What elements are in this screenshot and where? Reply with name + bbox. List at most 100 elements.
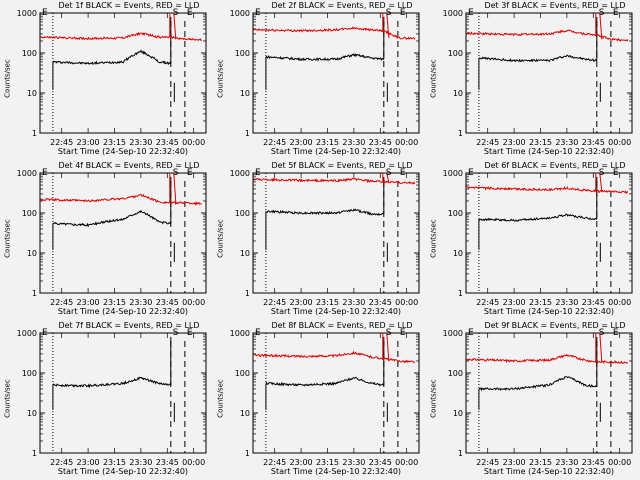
x-tick-label: 23:45 [581,298,605,307]
start-marker-label: S [598,168,605,178]
x-tick-label: 22:45 [50,298,74,307]
x-tick-label: 22:45 [50,458,74,467]
plot-frame [39,172,207,294]
events-series-line [265,52,384,62]
y-tick-label: 100 [447,369,463,378]
x-tick-label: 23:45 [581,458,605,467]
lld-flare-decay [386,172,390,183]
lld-series-line [253,350,416,364]
lld-series-line [466,186,629,194]
y-tick-label: 100 [234,209,250,218]
x-tick-label: 23:45 [155,458,179,467]
x-tick-label: 00:00 [182,298,206,307]
lld-flare-decay [599,12,603,40]
x-tick-label: 22:45 [476,138,500,147]
y-tick-label: 1 [457,449,463,458]
x-axis-label: Start Time (24-Sep-10 22:32:40) [483,307,615,316]
x-tick-label: 23:30 [555,138,579,147]
x-tick-label: 23:00 [76,458,100,467]
events-series-line [478,54,597,63]
x-tick-label: 23:00 [76,138,100,147]
y-tick-label: 100 [234,369,250,378]
end-marker-label: E [399,328,406,338]
y-tick-label: 1 [457,289,463,298]
x-axis-label: Start Time (24-Sep-10 22:32:40) [57,147,189,156]
end-marker-label: E [42,168,48,178]
y-tick-label: 1 [31,449,37,458]
plot-frame [465,12,633,134]
lld-flare-decay [173,12,177,40]
end-marker-label: E [399,168,406,178]
plot-frame [465,332,633,454]
detector-panel: Det 8f BLACK = Events, RED = LLD Counts/s… [213,320,426,480]
lld-flare-decay [173,172,177,203]
x-tick-label: 23:45 [155,138,179,147]
x-tick-label: 22:45 [263,458,287,467]
lld-flare-decay [599,172,603,192]
x-tick-label: 23:15 [102,298,127,307]
x-tick-label: 23:45 [368,458,392,467]
panel-plot [252,12,420,134]
start-marker-label: S [598,8,605,18]
lld-series-line [40,193,202,206]
end-marker-label: E [468,168,474,178]
end-marker-label: E [255,8,261,18]
y-tick-label: 100 [447,49,463,58]
start-marker-label: S [172,328,179,338]
x-tick-label: 00:00 [182,138,206,147]
lld-series-line [466,29,629,42]
events-series-line [478,376,597,392]
x-tick-label: 23:00 [502,458,526,467]
x-tick-label: 23:00 [289,298,313,307]
end-marker-label: E [186,8,193,18]
panel-plot [39,12,207,134]
events-series-line [52,209,171,228]
y-tick-label: 1000 [229,9,250,18]
y-tick-label: 1000 [16,9,37,18]
x-tick-label: 23:45 [581,138,605,147]
x-tick-label: 22:45 [263,138,287,147]
panel-title: Det 9f BLACK = Events, RED = LLD [484,321,626,330]
panel-plot [465,332,633,454]
y-tick-label: 100 [234,49,250,58]
panel-plot [39,172,207,294]
events-series-line [52,376,171,389]
y-tick-label: 1000 [442,9,463,18]
lld-series-line [253,177,416,185]
panel-plot [465,172,633,294]
y-tick-label: 1000 [16,169,37,178]
y-tick-label: 1000 [229,329,250,338]
panel-title: Det 2f BLACK = Events, RED = LLD [271,1,413,10]
x-tick-label: 23:00 [289,458,313,467]
x-axis-label: Start Time (24-Sep-10 22:32:40) [270,467,402,476]
x-tick-label: 00:00 [608,458,632,467]
x-tick-label: 23:30 [129,138,153,147]
x-tick-label: 00:00 [182,458,206,467]
x-tick-label: 00:00 [608,298,632,307]
y-tick-label: 10 [239,249,250,258]
y-tick-label: 1 [244,289,250,298]
lld-flare-decay [386,332,390,361]
y-tick-label: 1 [31,289,37,298]
start-marker-label: S [385,168,392,178]
y-tick-label: 100 [21,209,37,218]
panel-plot [39,332,207,454]
x-tick-label: 23:30 [342,458,366,467]
x-tick-label: 23:15 [102,138,127,147]
y-tick-label: 1000 [442,329,463,338]
lld-series-line [466,354,629,364]
panel-plot [252,332,420,454]
y-tick-label: 10 [26,249,37,258]
x-axis-label: Start Time (24-Sep-10 22:32:40) [57,307,189,316]
panel-plot [465,12,633,134]
x-tick-label: 23:15 [528,138,553,147]
x-tick-label: 22:45 [476,458,500,467]
panel-title: Det 4f BLACK = Events, RED = LLD [58,161,200,170]
events-series-line [478,213,597,222]
x-tick-label: 23:15 [102,458,127,467]
x-tick-label: 23:15 [528,458,553,467]
x-tick-label: 23:15 [528,298,553,307]
x-tick-label: 23:15 [315,298,340,307]
y-tick-label: 10 [239,89,250,98]
panel-plot [252,172,420,294]
